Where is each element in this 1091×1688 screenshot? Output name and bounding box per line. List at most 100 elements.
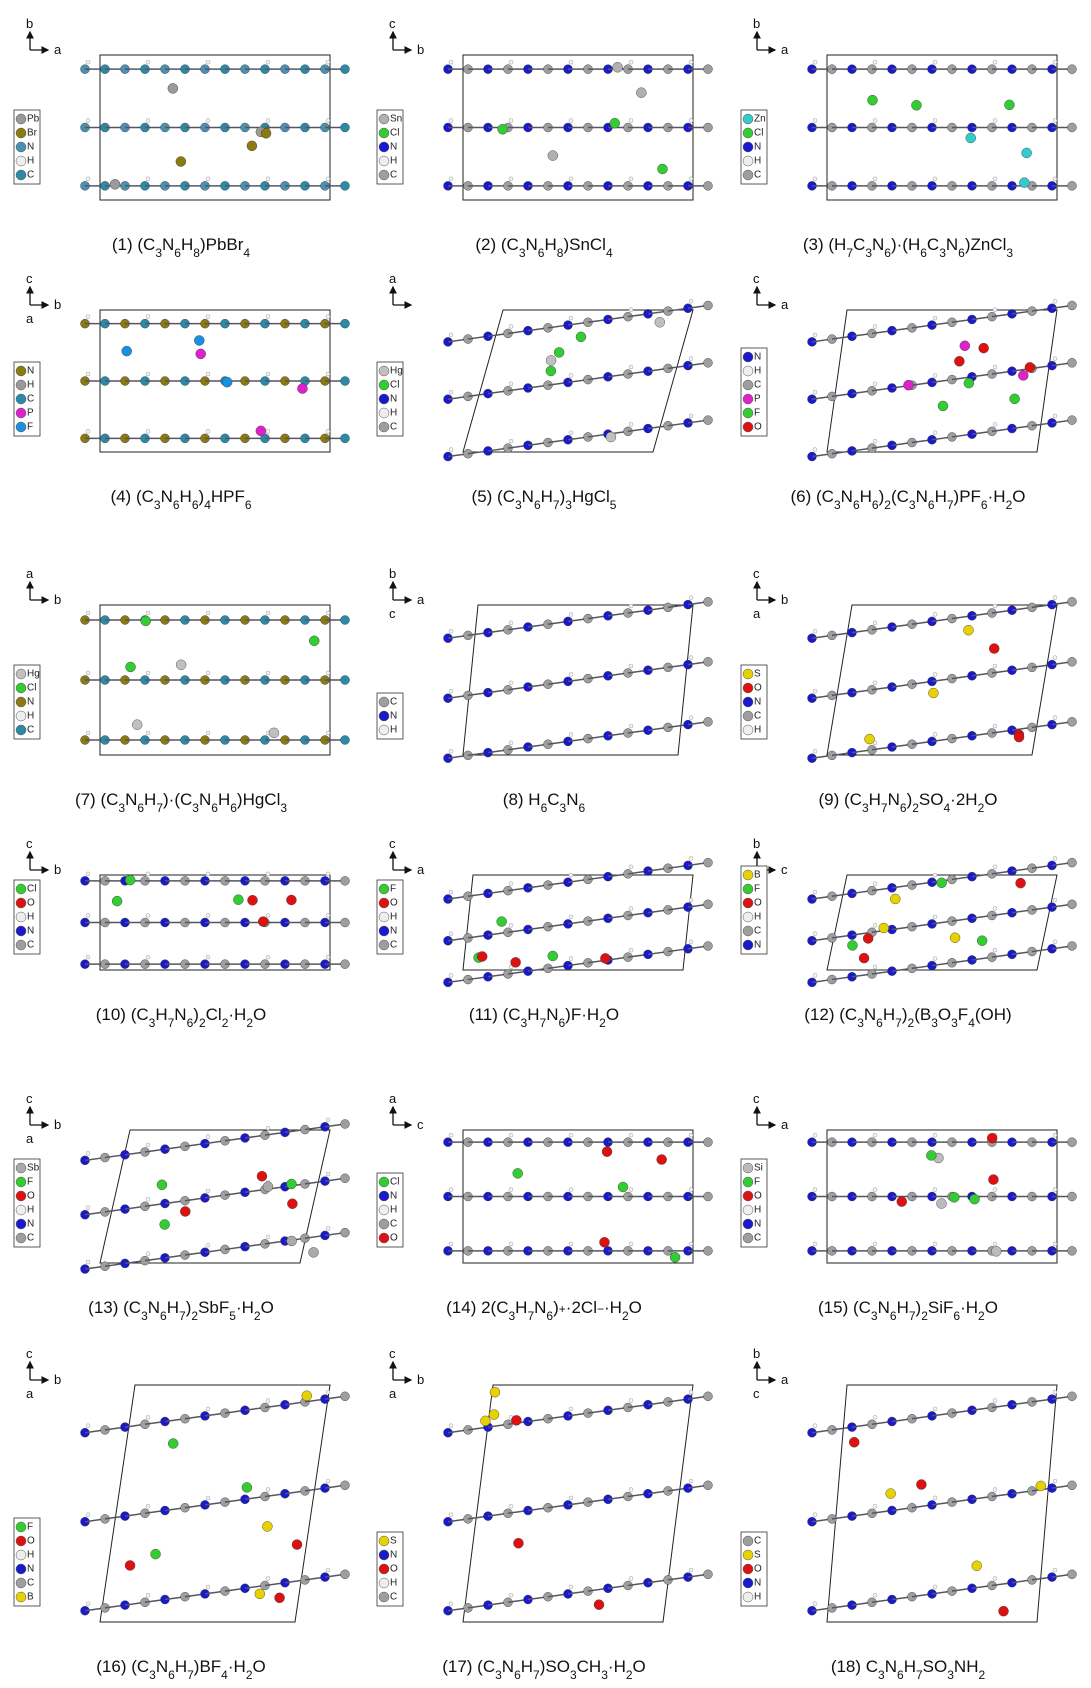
atom	[326, 60, 330, 64]
atom	[509, 882, 513, 886]
atom	[546, 366, 556, 376]
atom	[933, 431, 937, 435]
legend-swatch	[379, 380, 389, 390]
atom	[849, 1437, 859, 1447]
caption-part: −	[597, 1302, 604, 1316]
atom	[86, 611, 90, 615]
legend-label: C	[754, 926, 761, 937]
caption-part: N	[148, 1298, 160, 1317]
atom	[509, 621, 513, 625]
atom	[266, 1126, 270, 1130]
caption-part: 6	[579, 801, 586, 815]
axis-label: a	[781, 297, 789, 312]
atom	[1036, 1481, 1046, 1491]
atom	[926, 1150, 936, 1160]
atom	[449, 749, 453, 753]
legend-swatch	[16, 898, 26, 908]
caption-part: N	[162, 235, 174, 254]
legend-swatch	[379, 1177, 389, 1187]
caption-part: N	[161, 487, 173, 506]
atom	[993, 865, 997, 869]
caption-part: N	[534, 1298, 546, 1317]
axis-label: c	[389, 16, 396, 31]
caption-part: O	[629, 1298, 642, 1317]
atom	[206, 914, 210, 918]
atom	[979, 343, 989, 353]
caption-part: ·H	[228, 1005, 246, 1024]
atom	[341, 1570, 350, 1579]
atom	[341, 123, 350, 132]
legend-label: H	[27, 711, 34, 722]
molecule-chain	[81, 60, 350, 73]
legend-label: Cl	[390, 128, 399, 139]
legend-swatch	[379, 394, 389, 404]
legend-swatch	[743, 352, 753, 362]
atom	[206, 1243, 210, 1247]
atom	[206, 372, 210, 376]
atom	[206, 731, 210, 735]
legend-label: Hg	[27, 669, 40, 680]
legend-swatch	[743, 683, 753, 693]
caption: (18) C3N6H7SO3NH2	[831, 1657, 986, 1682]
atom	[266, 372, 270, 376]
caption-part: (16) (C	[96, 1657, 149, 1676]
atom	[146, 671, 150, 675]
atom	[1053, 596, 1057, 600]
atom	[569, 1585, 573, 1589]
atom	[266, 429, 270, 433]
atom	[326, 872, 330, 876]
legend-label: F	[754, 408, 760, 419]
legend-swatch	[379, 940, 389, 950]
caption: (11) (C3H7N6)F·H2O	[469, 1005, 619, 1030]
atom	[146, 372, 150, 376]
legend-swatch	[16, 711, 26, 721]
atom	[933, 1496, 937, 1500]
atom	[689, 656, 693, 660]
legend-label: H	[27, 1550, 34, 1561]
atom	[629, 1488, 633, 1492]
axis-label: b	[26, 16, 33, 31]
legend-swatch	[743, 156, 753, 166]
atom	[449, 1133, 453, 1137]
atom	[689, 414, 693, 418]
legend-swatch	[16, 170, 26, 180]
atom	[873, 1133, 877, 1137]
atom	[993, 1399, 997, 1403]
legend-label: P	[27, 408, 34, 419]
molecule-chain	[81, 119, 350, 133]
atom	[176, 157, 186, 167]
atom	[509, 119, 513, 123]
atom	[125, 875, 135, 885]
legend-swatch	[743, 408, 753, 418]
atom	[146, 60, 150, 64]
caption-part: HgCl	[572, 487, 610, 506]
atom	[548, 151, 558, 161]
axis-label: b	[753, 836, 760, 851]
caption-part: N	[502, 1657, 514, 1676]
caption-part: (2) (C	[475, 235, 518, 254]
legend-swatch	[16, 1536, 26, 1546]
atom	[326, 372, 330, 376]
atom	[602, 1147, 612, 1157]
caption-part: (1) (C	[112, 235, 155, 254]
caption-part: (12) (C	[804, 1005, 857, 1024]
caption: (5) (C3N6H7)3HgCl5	[472, 487, 617, 512]
atom	[1053, 299, 1057, 303]
atom	[247, 141, 257, 151]
atom	[1053, 656, 1057, 660]
legend-label: C	[754, 1536, 761, 1547]
legend-label: H	[390, 1578, 397, 1589]
atom	[341, 616, 350, 625]
atom	[629, 1399, 633, 1403]
atom	[1010, 394, 1020, 404]
atom	[993, 664, 997, 668]
caption-part: (4) (C	[110, 487, 153, 506]
legend-swatch	[379, 422, 389, 432]
atom	[1053, 60, 1057, 64]
atom	[704, 301, 713, 310]
atom	[206, 315, 210, 319]
atom	[498, 124, 508, 134]
atom	[704, 597, 713, 606]
atom	[689, 299, 693, 303]
atom	[613, 62, 623, 72]
